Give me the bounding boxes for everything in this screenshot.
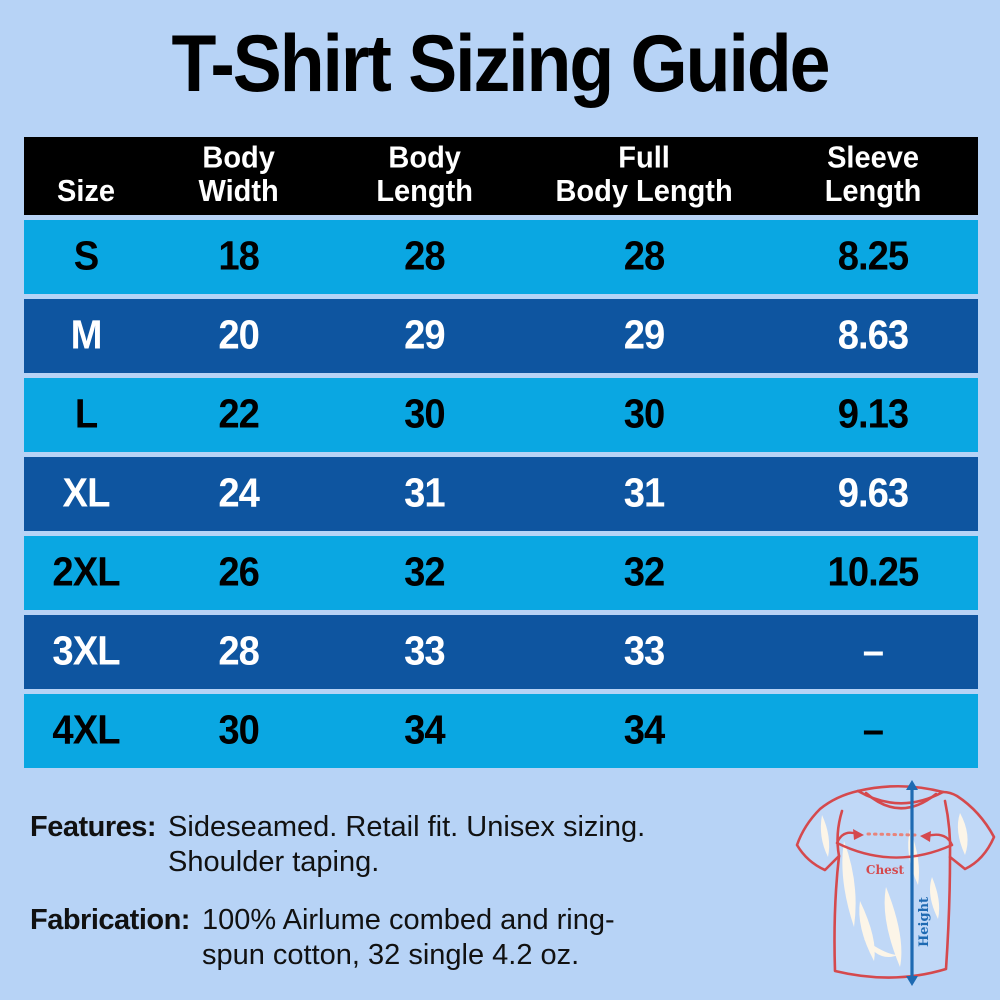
body-length-cell: 32 bbox=[404, 549, 446, 596]
right-sleeve-seam bbox=[943, 799, 952, 859]
sleeve-length-cell: – bbox=[862, 628, 884, 675]
chest-measure: Chest bbox=[835, 829, 954, 877]
sleeve-length-cell: 8.63 bbox=[837, 312, 909, 359]
body-width-cell: 30 bbox=[218, 707, 260, 754]
table-header-row: Size Body Width Body Length Full Body Lengt… bbox=[24, 137, 978, 215]
size-cell: 4XL bbox=[52, 707, 120, 754]
height-label: Height bbox=[917, 897, 932, 947]
chest-arrow-left-icon bbox=[853, 829, 864, 840]
size-cell: M bbox=[70, 312, 103, 359]
left-sleeve-seam bbox=[836, 809, 844, 858]
chest-label: Chest bbox=[866, 863, 905, 877]
header-body-length-top: Body bbox=[388, 141, 461, 176]
body-length-cell: 28 bbox=[404, 233, 446, 280]
tshirt-outline bbox=[795, 784, 996, 979]
header-full-body-length-top: Full bbox=[618, 141, 670, 176]
collar-inner bbox=[864, 791, 938, 810]
body-width-cell: 26 bbox=[218, 549, 260, 596]
body-width-cell: 20 bbox=[218, 312, 260, 359]
table-row-4xl: 4XL 30 34 34 – bbox=[24, 694, 978, 768]
body-width-cell: 24 bbox=[218, 470, 260, 517]
height-arrow-up-icon bbox=[906, 780, 918, 790]
body-width-cell: 28 bbox=[218, 628, 260, 675]
product-notes: Features: Sideseamed. Retail fit. Unisex… bbox=[30, 810, 790, 974]
chest-arrow-right-icon bbox=[920, 831, 931, 842]
size-cell: L bbox=[74, 391, 98, 438]
header-cell-size: Size bbox=[24, 135, 148, 216]
fabrication-text: 100% Airlume combed and ring- spun cotto… bbox=[202, 903, 615, 974]
size-cell: S bbox=[73, 233, 99, 280]
table-row-s: S 18 28 28 8.25 bbox=[24, 220, 978, 294]
table-row-m: M 20 29 29 8.63 bbox=[24, 299, 978, 373]
full-body-length-cell: 32 bbox=[623, 549, 666, 596]
fabrication-note: Fabrication: 100% Airlume combed and rin… bbox=[30, 903, 790, 974]
table-row-2xl: 2XL 26 32 32 10.25 bbox=[24, 536, 978, 610]
header-full-body-length-bottom: Body Length bbox=[555, 175, 733, 209]
full-body-length-cell: 29 bbox=[623, 312, 666, 359]
sizing-table: Size Body Width Body Length Full Body Lengt… bbox=[24, 137, 978, 773]
height-arrow-down-icon bbox=[906, 976, 918, 986]
body-length-cell: 29 bbox=[404, 312, 446, 359]
body-length-cell: 30 bbox=[404, 391, 446, 438]
header-body-width-top: Body bbox=[202, 141, 275, 176]
header-cell-sleeve-length: Sleeve Length bbox=[768, 135, 978, 216]
body-width-cell: 22 bbox=[218, 391, 260, 438]
sleeve-length-cell: 9.63 bbox=[837, 470, 909, 517]
full-body-length-cell: 30 bbox=[623, 391, 666, 438]
header-body-length-bottom: Length bbox=[376, 175, 473, 209]
header-cell-body-length: Body Length bbox=[329, 135, 520, 216]
sleeve-length-cell: 8.25 bbox=[837, 233, 909, 280]
full-body-length-cell: 33 bbox=[623, 628, 666, 675]
full-body-length-cell: 31 bbox=[623, 470, 666, 517]
features-line1: Sideseamed. Retail fit. Unisex sizing. bbox=[168, 811, 646, 843]
table-row-xl: XL 24 31 31 9.63 bbox=[24, 457, 978, 531]
height-measure: Height bbox=[906, 780, 932, 986]
body-width-cell: 18 bbox=[218, 233, 260, 280]
body-length-cell: 31 bbox=[404, 470, 446, 517]
size-cell: 2XL bbox=[52, 549, 120, 596]
header-body-width-bottom: Width bbox=[198, 175, 279, 209]
sleeve-length-cell: 10.25 bbox=[827, 549, 920, 596]
table-row-3xl: 3XL 28 33 33 – bbox=[24, 615, 978, 689]
body-length-cell: 34 bbox=[404, 707, 446, 754]
header-size-bottom: Size bbox=[56, 175, 116, 209]
features-note: Features: Sideseamed. Retail fit. Unisex… bbox=[30, 810, 790, 881]
header-sleeve-length-bottom: Length bbox=[824, 175, 922, 209]
fabrication-label: Fabrication: bbox=[30, 903, 190, 936]
fabrication-line1: 100% Airlume combed and ring- bbox=[201, 903, 615, 936]
sleeve-length-cell: – bbox=[862, 707, 884, 754]
size-cell: 3XL bbox=[52, 628, 120, 675]
sleeve-length-cell: 9.13 bbox=[837, 391, 909, 438]
table-row-l: L 22 30 30 9.13 bbox=[24, 378, 978, 452]
chest-dotted-line bbox=[866, 832, 918, 837]
header-sleeve-length-top: Sleeve bbox=[827, 141, 919, 176]
body-length-cell: 33 bbox=[404, 628, 446, 675]
fabrication-line2: spun cotton, 32 single 4.2 oz. bbox=[201, 939, 580, 972]
full-body-length-cell: 28 bbox=[623, 233, 666, 280]
features-line2: Shoulder taping. bbox=[168, 846, 380, 879]
full-body-length-cell: 34 bbox=[623, 707, 666, 754]
page-title: T-Shirt Sizing Guide bbox=[171, 19, 831, 109]
header-cell-full-body-length: Full Body Length bbox=[520, 135, 768, 216]
features-label: Features: bbox=[30, 811, 157, 843]
header-cell-body-width: Body Width bbox=[148, 135, 329, 216]
tshirt-measurement-diagram: Chest Height bbox=[795, 780, 996, 986]
features-text: Sideseamed. Retail fit. Unisex sizing. S… bbox=[168, 810, 645, 881]
size-cell: XL bbox=[62, 470, 111, 517]
